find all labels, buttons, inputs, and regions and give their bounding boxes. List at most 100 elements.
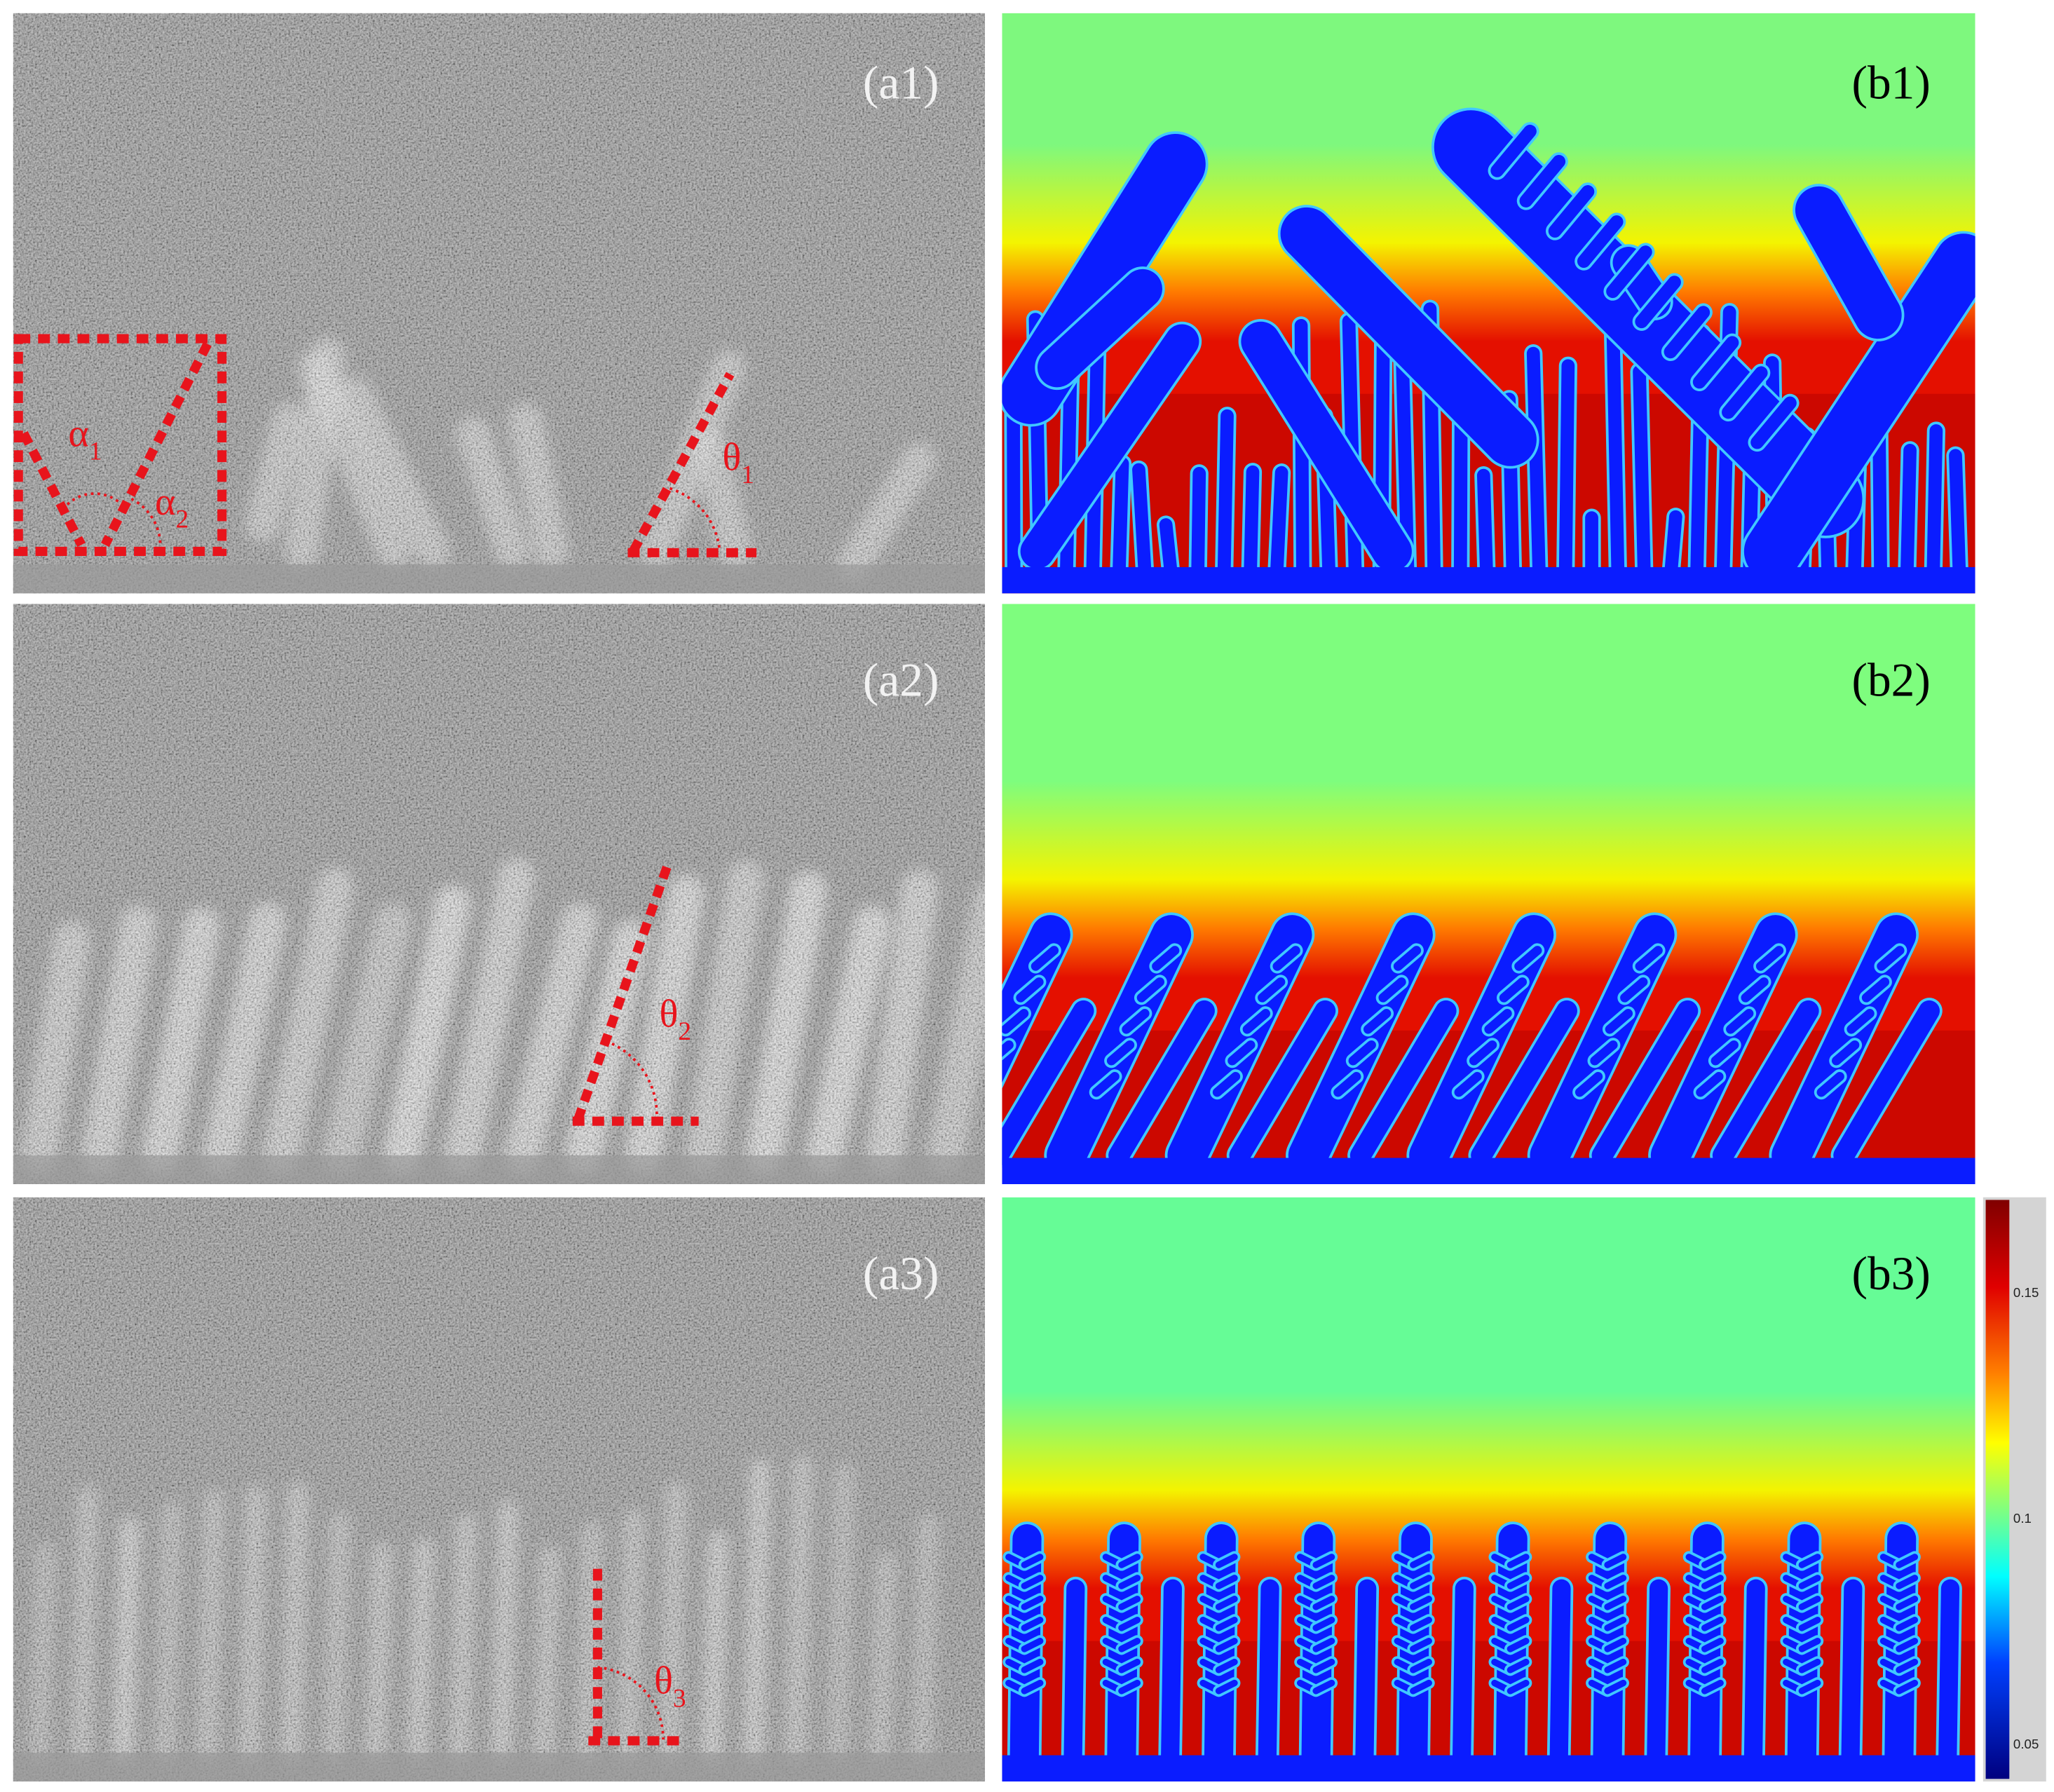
dendrite: [1846, 1009, 1875, 1034]
dendrite: [1002, 1009, 1029, 1034]
dendrite: [1118, 1617, 1141, 1631]
dendrite: [1701, 1637, 1724, 1652]
dendrite: [1519, 154, 1566, 208]
angle-symbol: α: [155, 480, 175, 524]
simulation: [1002, 604, 1975, 1185]
panel-label: (b2): [1852, 653, 1931, 706]
dendrite: [1635, 946, 1663, 971]
dendrite: [1215, 1617, 1238, 1631]
solid-base: [1002, 1158, 1975, 1185]
dendrite: [1701, 1679, 1724, 1695]
dendrite: [1118, 1679, 1141, 1695]
dendrite: [1896, 1617, 1919, 1631]
dendrite: [1507, 1679, 1530, 1695]
colorbar-scale: [1985, 1200, 2010, 1779]
colorbar-tick: 0.1: [2013, 1511, 2032, 1526]
angle-arc: [611, 1042, 658, 1120]
dendrite: [1227, 1040, 1256, 1066]
dendrite: [1701, 1554, 1724, 1568]
dendrite: [1841, 1579, 1863, 1766]
colorbar-tick: 0.05: [2013, 1737, 2039, 1751]
colorbar: 0.15 0.1 0.05: [1982, 1197, 2046, 1782]
dendrite: [1333, 1071, 1361, 1097]
dendrite: [1118, 1575, 1141, 1589]
micrograph: [13, 604, 986, 1185]
dendrite: [1604, 1658, 1627, 1674]
dendrite: [1217, 409, 1234, 585]
dendrite: [1312, 1658, 1335, 1674]
dendrite: [1696, 1071, 1724, 1097]
angle-symbol: α: [68, 412, 88, 456]
dendrite: [1701, 1617, 1724, 1631]
dendrite: [1312, 1596, 1335, 1610]
angle-arcs: [62, 487, 721, 1740]
dendrite: [1831, 1040, 1860, 1066]
panel-labels: (a1) (b1) (a2) (b2) (a3) (b3): [863, 56, 1931, 1299]
dendrite: [1490, 124, 1537, 177]
dendrite: [1393, 946, 1422, 971]
angle-symbol: θ: [654, 1659, 673, 1703]
dendrite: [1272, 946, 1300, 971]
dendrite: [1949, 449, 1966, 585]
angle-labels: α1 α2 θ1 θ2 θ3: [68, 412, 754, 1713]
dendrite: [1816, 1071, 1844, 1097]
simulation: [1002, 1197, 1975, 1782]
dendrite: [1577, 215, 1624, 268]
dendrite: [1635, 276, 1681, 329]
dendrite: [1118, 1658, 1141, 1674]
angle-line: [19, 430, 86, 548]
dendrite: [1507, 1596, 1530, 1610]
dendrite: [1410, 1658, 1432, 1674]
micrograph: [13, 13, 986, 594]
dendrite: [1258, 1579, 1279, 1766]
angle-line: [573, 864, 672, 1122]
dendrite: [1605, 1009, 1633, 1034]
dendrite: [1270, 466, 1288, 585]
dendrite: [1312, 1679, 1335, 1695]
dendrite: [1798, 1679, 1821, 1695]
panel-label: (b3): [1852, 1247, 1931, 1300]
angle-arc: [597, 1666, 665, 1740]
dendrite: [1348, 1040, 1376, 1066]
angle-line: [629, 372, 735, 554]
dendrite: [1798, 1637, 1821, 1652]
substrate: [13, 564, 986, 594]
dendrite: [1118, 1637, 1141, 1652]
solid-base: [1002, 1755, 1975, 1782]
angle-label: α1: [68, 412, 102, 466]
dendrite: [1410, 1575, 1432, 1589]
micrograph-grain: [13, 13, 986, 594]
dendrite: [1452, 1579, 1474, 1766]
simulation: [1002, 13, 1975, 594]
dendrite: [1122, 1009, 1150, 1034]
angle-sub: 2: [176, 505, 189, 534]
dendrite: [1861, 977, 1890, 1003]
dendrite: [1604, 1575, 1627, 1589]
dendrite: [1798, 1554, 1821, 1568]
dendrite: [1701, 1596, 1724, 1610]
dendrite: [1484, 1009, 1512, 1034]
dendrite: [1280, 207, 1537, 466]
dendrite: [1701, 1658, 1724, 1674]
dendrite: [1312, 1554, 1335, 1568]
dendrite: [1620, 977, 1648, 1003]
dendrite: [1106, 1040, 1135, 1066]
substrate: [13, 1155, 986, 1185]
dendrite: [1926, 424, 1943, 585]
angle-line: [101, 341, 212, 548]
dendrite: [1633, 365, 1651, 585]
dendrite: [1242, 1009, 1270, 1034]
dendrite: [1726, 1009, 1754, 1034]
panels: [13, 13, 1975, 1782]
dendrite: [1212, 1071, 1241, 1097]
angle-label: θ2: [659, 992, 691, 1046]
dendrite: [1798, 1575, 1821, 1589]
dendrite: [1312, 1637, 1335, 1652]
dendrite: [1161, 1579, 1183, 1766]
annotations: [13, 334, 757, 1746]
dendrite: [1604, 1596, 1627, 1610]
dendrite: [1664, 306, 1710, 359]
dendrite: [1755, 946, 1784, 971]
dendrite: [1021, 1658, 1044, 1674]
